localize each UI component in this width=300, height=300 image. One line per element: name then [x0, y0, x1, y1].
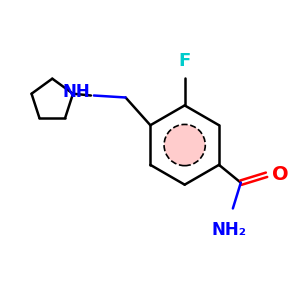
Text: O: O: [272, 165, 288, 184]
Text: NH: NH: [62, 82, 90, 100]
Text: F: F: [178, 52, 191, 70]
Circle shape: [164, 124, 205, 166]
Text: NH₂: NH₂: [212, 221, 246, 239]
